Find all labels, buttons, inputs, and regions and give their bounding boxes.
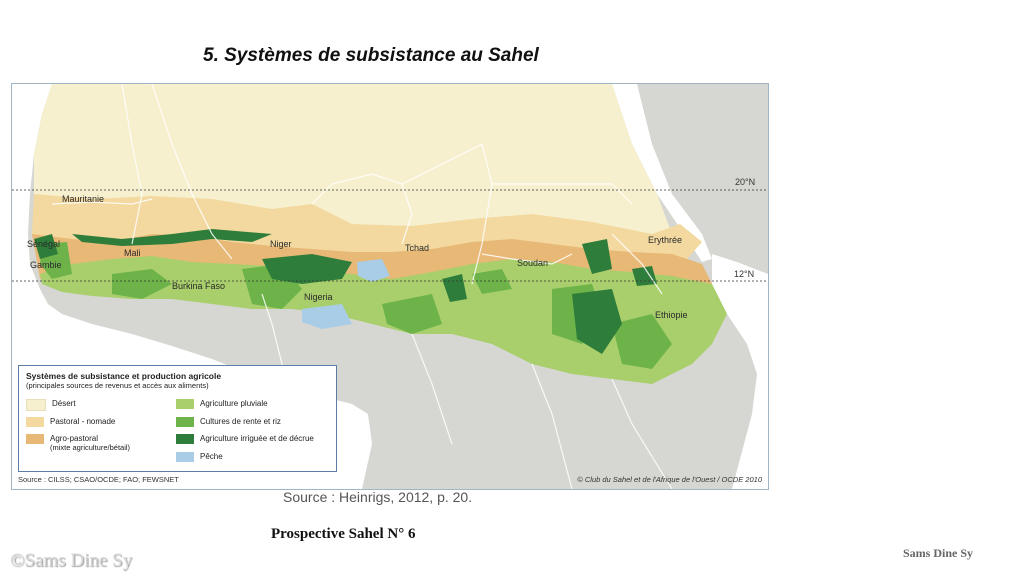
legend-label-peche: Pêche [200,452,223,461]
label-soudan: Soudan [517,258,548,268]
label-ethiopie: Ethiopie [655,310,688,320]
legend-label-agropastoral-sub: (mixte agriculture/bétail) [50,443,131,452]
watermark-left: ©Sams Dine Sy [10,550,133,571]
legend-label-pastoral: Pastoral - nomade [50,417,116,426]
legend-item-peche: Pêche [176,452,223,462]
sahel-map: 20°N 12°N Mauritanie Sénégal Gambie Mali… [11,83,769,490]
legend-label-rente: Cultures de rente et riz [200,417,281,426]
legend-item-pastoral: Pastoral - nomade [26,417,115,427]
country-borders [51,84,673,489]
watermark-right: Sams Dine Sy [903,546,974,560]
legend-label-irriguee: Agriculture irriguée et de décrue [200,434,314,443]
label-mauritanie: Mauritanie [62,194,104,204]
lat-label-12n: 12°N [734,269,754,279]
swatch-agropastoral [26,434,44,444]
swatch-pastoral [26,417,44,427]
legend-item-pluviale: Agriculture pluviale [176,399,268,409]
swatch-pluviale [176,399,194,409]
legend-subheading: (principales sources de revenus et accès… [26,381,209,390]
zone-pluviale [40,256,727,384]
legend-item-desert: Désert [26,399,76,411]
label-tchad: Tchad [405,243,429,253]
legend-label-desert: Désert [52,399,76,408]
zone-desert [34,84,672,244]
legend-label-agropastoral: Agro-pastoral (mixte agriculture/bétail) [50,434,130,452]
zone-irriguee [34,229,657,354]
label-nigeria: Nigeria [304,292,333,302]
indian-ocean [712,254,768,489]
label-erythree: Erythrée [648,235,682,245]
label-mali: Mali [124,248,141,258]
slide-title: 5. Systèmes de subsistance au Sahel [203,45,539,66]
swatch-desert [26,399,46,411]
lat-label-20n: 20°N [735,177,755,187]
prospective-caption: Prospective Sahel N° 6 [271,526,416,542]
zone-peche [302,259,390,329]
legend-heading: Systèmes de subsistance et production ag… [26,371,222,381]
legend-source: Source : CILSS; CSAO/OCDE; FAO; FEWSNET [18,475,179,484]
legend-label-agropastoral-main: Agro-pastoral [50,434,99,443]
legend-item-rente: Cultures de rente et riz [176,417,281,427]
label-niger: Niger [270,239,292,249]
legend-label-pluviale: Agriculture pluviale [200,399,268,408]
source-caption: Source : Heinrigs, 2012, p. 20. [283,489,473,505]
swatch-rente [176,417,194,427]
map-legend: Systèmes de subsistance et production ag… [18,365,337,472]
label-burkina: Burkina Faso [172,281,225,291]
swatch-irriguee [176,434,194,444]
legend-item-irriguee: Agriculture irriguée et de décrue [176,434,314,444]
legend-item-agropastoral: Agro-pastoral (mixte agriculture/bétail) [26,434,130,452]
red-sea [612,84,712,262]
label-gambie: Gambie [30,260,62,270]
label-senegal: Sénégal [27,239,60,249]
swatch-peche [176,452,194,462]
map-copyright: © Club du Sahel et de l'Afrique de l'Oue… [577,475,762,484]
